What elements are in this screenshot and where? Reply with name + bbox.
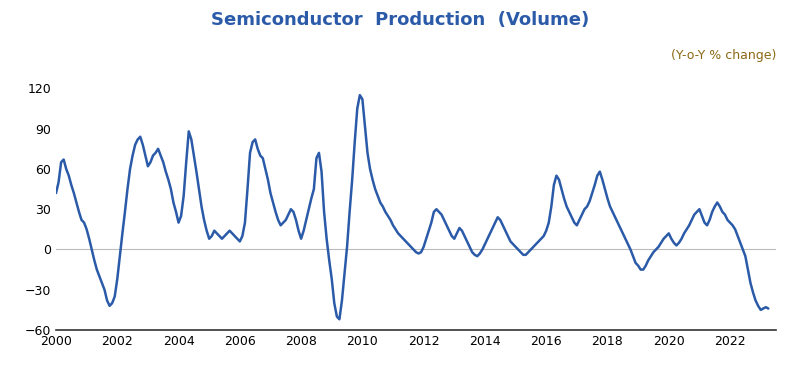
Text: Semiconductor  Production  (Volume): Semiconductor Production (Volume) — [211, 11, 589, 29]
Text: (Y-o-Y % change): (Y-o-Y % change) — [670, 49, 776, 62]
